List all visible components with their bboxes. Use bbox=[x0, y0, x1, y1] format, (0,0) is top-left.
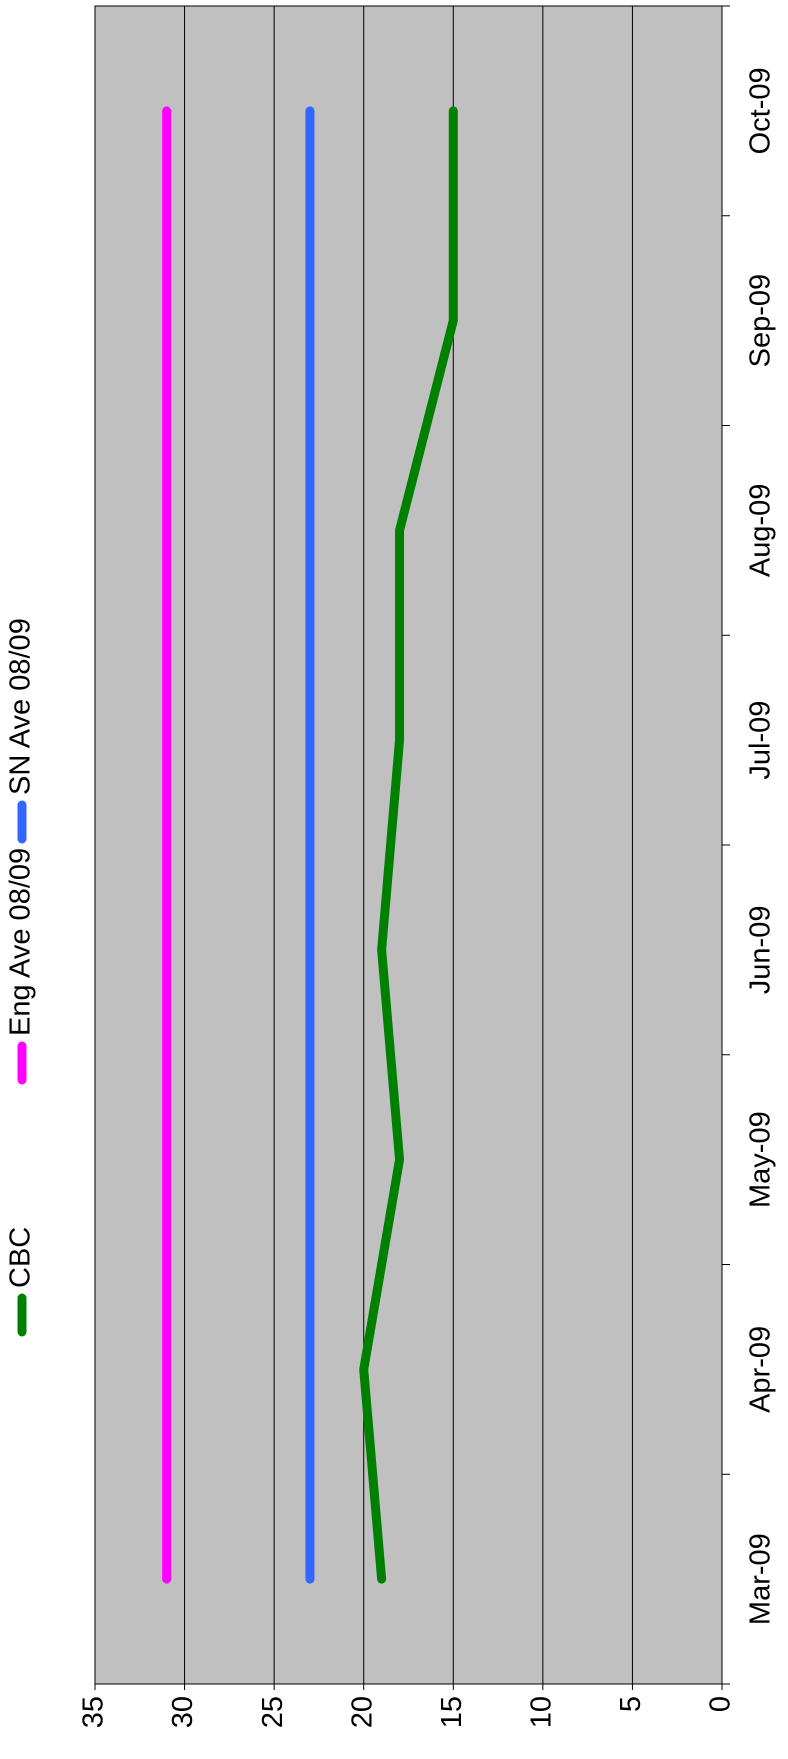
y-tick-label: 20 bbox=[346, 1696, 378, 1728]
legend-label: CBC bbox=[5, 1227, 37, 1288]
rotated-chart: 0 5 10 15 20 25 30 35 Mar-09 Apr-09 May-09 Jun-09 Ju… bbox=[5, 5, 777, 1728]
y-tick-label: 5 bbox=[615, 1696, 647, 1712]
series-line bbox=[359, 106, 458, 1584]
x-tick-label: Jun-09 bbox=[745, 906, 777, 995]
plot-area bbox=[94, 5, 723, 1685]
x-tick-label: Sep-09 bbox=[745, 274, 777, 368]
y-tick-label: 30 bbox=[167, 1696, 199, 1728]
x-tick-label: Aug-09 bbox=[745, 484, 777, 578]
legend-label: Eng Ave 08/09 bbox=[5, 848, 37, 1036]
y-tick-label: 35 bbox=[78, 1696, 110, 1728]
y-tick-label: 0 bbox=[705, 1696, 737, 1712]
x-tick-label: Mar-09 bbox=[745, 1533, 777, 1625]
legend-label: SN Ave 08/09 bbox=[5, 618, 37, 795]
y-tick-label: 15 bbox=[436, 1696, 468, 1728]
x-tick-label: May-09 bbox=[745, 1111, 777, 1208]
x-tick-label: Apr-09 bbox=[745, 1326, 777, 1413]
y-tick-label: 10 bbox=[526, 1696, 558, 1728]
y-tick-label: 25 bbox=[257, 1696, 289, 1728]
x-tick-label: Jul-09 bbox=[745, 701, 777, 780]
x-tick-label: Oct-09 bbox=[745, 67, 777, 154]
